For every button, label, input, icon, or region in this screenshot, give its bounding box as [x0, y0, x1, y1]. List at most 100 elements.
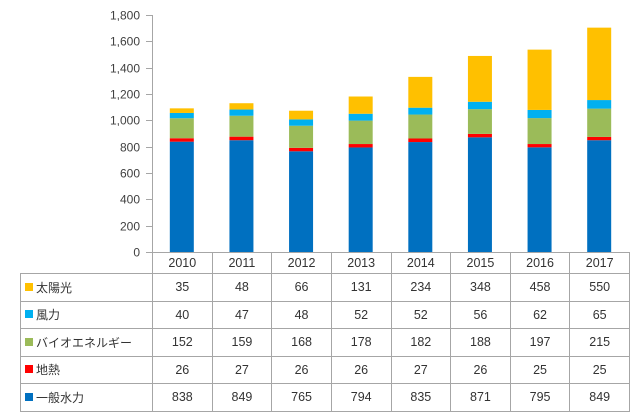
- bar-segment: [169, 118, 194, 139]
- legend-label: 一般水力: [36, 390, 85, 405]
- data-cell: 35: [152, 273, 213, 302]
- bar-segment: [229, 140, 254, 252]
- data-cell: 348: [450, 273, 511, 302]
- bar-segment: [527, 144, 552, 148]
- bar-segment: [348, 147, 373, 252]
- legend-color-key: [25, 392, 33, 401]
- bar-segment: [467, 55, 492, 102]
- table-corner: [20, 252, 153, 274]
- bar-segment: [467, 101, 492, 110]
- data-cell: 550: [569, 273, 630, 302]
- data-cell: 25: [569, 355, 630, 384]
- legend-label: 地熱: [36, 363, 61, 378]
- data-cell: 168: [271, 328, 332, 357]
- data-cell: 871: [450, 383, 511, 412]
- bar-segment: [229, 136, 254, 141]
- data-cell: 48: [211, 273, 273, 302]
- bars: [169, 27, 612, 252]
- y-tick-label: 1,200: [110, 88, 140, 102]
- legend-label: 太陽光: [36, 280, 73, 295]
- data-cell: 47: [211, 300, 273, 329]
- x-tick-label: 2012: [271, 252, 332, 274]
- bar-segment: [408, 138, 433, 143]
- bar-segment: [289, 125, 314, 148]
- data-cell: 159: [211, 328, 273, 357]
- data-cell: 26: [330, 355, 392, 384]
- bar-segment: [348, 96, 373, 114]
- bar-stack-2014: [408, 76, 433, 252]
- x-tick-label: 2015: [450, 252, 511, 274]
- bar-stack-2013: [348, 96, 373, 252]
- data-cell: 62: [509, 300, 571, 329]
- table-row: 太陽光 35 48 66 131 234 348 458 550: [20, 273, 630, 302]
- x-tick-label: 2010: [152, 252, 213, 274]
- legend-entry: バイオエネルギー: [20, 328, 153, 357]
- bar-segment: [467, 109, 492, 134]
- x-tick-label: 2014: [390, 252, 452, 274]
- bar-segment: [229, 115, 254, 137]
- data-cell: 152: [152, 328, 213, 357]
- bar-segment: [348, 113, 373, 121]
- bar-segment: [229, 109, 254, 116]
- table-row: 風力 40 47 48 52 52 56 62 65: [20, 300, 630, 329]
- data-cell: 52: [330, 300, 392, 329]
- bar-segment: [348, 120, 373, 145]
- data-cell: 178: [330, 328, 392, 357]
- bar-stack-2010: [169, 108, 194, 252]
- legend-entry: 太陽光: [20, 273, 153, 302]
- bar-stack-2011: [229, 103, 254, 252]
- data-cell: 48: [271, 300, 332, 329]
- bar-segment: [408, 142, 433, 252]
- bar-segment: [169, 108, 194, 113]
- x-tick-label: 2011: [211, 252, 273, 274]
- bar-segment: [587, 136, 612, 141]
- y-tick-label: 1,600: [110, 35, 140, 49]
- data-cell: 215: [569, 328, 630, 357]
- legend-color-key: [25, 282, 33, 291]
- data-cell: 40: [152, 300, 213, 329]
- y-tick-label: 200: [120, 220, 140, 234]
- legend-entry: 地熱: [20, 355, 153, 384]
- bar-segment: [587, 27, 612, 101]
- bar-segment: [587, 108, 612, 137]
- data-cell: 27: [211, 355, 273, 384]
- data-cell: 66: [271, 273, 332, 302]
- data-cell: 26: [271, 355, 332, 384]
- legend-entry: 風力: [20, 300, 153, 329]
- bar-segment: [527, 49, 552, 110]
- legend-color-key: [25, 365, 33, 374]
- y-tick-label: 800: [120, 141, 140, 155]
- bar-segment: [587, 100, 612, 109]
- bar-segment: [289, 151, 314, 252]
- bar-segment: [467, 137, 492, 252]
- bar-segment: [408, 76, 433, 108]
- bar-segment: [169, 138, 194, 142]
- legend-label: 風力: [36, 308, 61, 323]
- table-row: バイオエネルギー 152 159 168 178 182 188 197 215: [20, 328, 630, 357]
- data-cell: 56: [450, 300, 511, 329]
- data-cell: 835: [390, 383, 452, 412]
- legend-label: バイオエネルギー: [36, 335, 133, 350]
- bar-segment: [408, 107, 433, 115]
- table-row: 地熱 26 27 26 26 27 26 25 25: [20, 355, 630, 384]
- bar-segment: [408, 114, 433, 139]
- data-cell: 26: [450, 355, 511, 384]
- bar-segment: [587, 140, 612, 252]
- data-cell: 26: [152, 355, 213, 384]
- bar-segment: [169, 112, 194, 119]
- data-cell: 182: [390, 328, 452, 357]
- data-cell: 27: [390, 355, 452, 384]
- bar-segment: [467, 133, 492, 138]
- x-tick-label: 2017: [569, 252, 630, 274]
- bar-stack-2017: [587, 27, 612, 252]
- legend-color-key: [25, 310, 33, 319]
- bar-segment: [289, 119, 314, 126]
- data-cell: 795: [509, 383, 571, 412]
- data-cell: 458: [509, 273, 571, 302]
- bar-segment: [348, 144, 373, 148]
- x-tick-label: 2016: [509, 252, 571, 274]
- bar-segment: [527, 118, 552, 145]
- bar-segment: [527, 109, 552, 119]
